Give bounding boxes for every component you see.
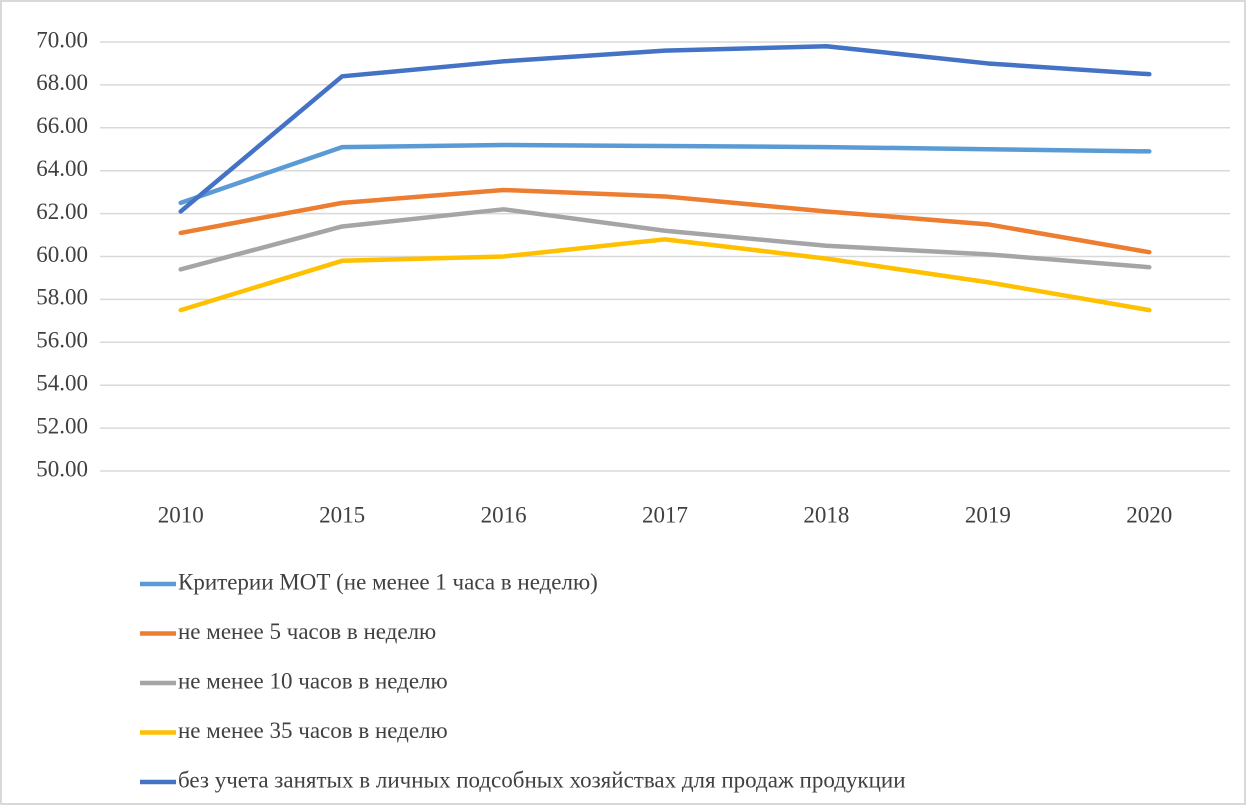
y-tick-label: 68.00	[36, 70, 88, 95]
y-tick-label: 60.00	[36, 242, 88, 267]
x-tick-label: 2019	[965, 502, 1011, 527]
legend-label: не менее 35 часов в неделю	[178, 718, 448, 743]
y-tick-label: 50.00	[36, 456, 88, 481]
series-line	[178, 237, 1152, 313]
x-tick-label: 2020	[1126, 502, 1172, 527]
y-tick-label: 54.00	[36, 370, 88, 395]
legend-label: не менее 10 часов в неделю	[178, 668, 448, 693]
y-tick-label: 56.00	[36, 328, 88, 353]
x-tick-label: 2010	[158, 502, 204, 527]
legend-label: без учета занятых в личных подсобных хоз…	[178, 767, 906, 792]
y-tick-label: 58.00	[36, 285, 88, 310]
y-tick-label: 70.00	[36, 27, 88, 52]
y-tick-label: 64.00	[36, 156, 88, 181]
series-line	[178, 207, 1152, 272]
y-tick-label: 62.00	[36, 199, 88, 224]
legend-label: не менее 5 часов в неделю	[178, 619, 436, 644]
x-tick-label: 2016	[481, 502, 527, 527]
series-line	[178, 44, 1152, 214]
series-line	[178, 142, 1152, 206]
x-tick-label: 2017	[642, 502, 688, 527]
y-tick-label: 66.00	[36, 113, 88, 138]
x-tick-label: 2018	[803, 502, 849, 527]
x-tick-label: 2015	[319, 502, 365, 527]
legend-label: Критерии МОТ (не менее 1 часа в неделю)	[178, 569, 598, 594]
series-line	[178, 187, 1152, 255]
y-tick-label: 52.00	[36, 413, 88, 438]
